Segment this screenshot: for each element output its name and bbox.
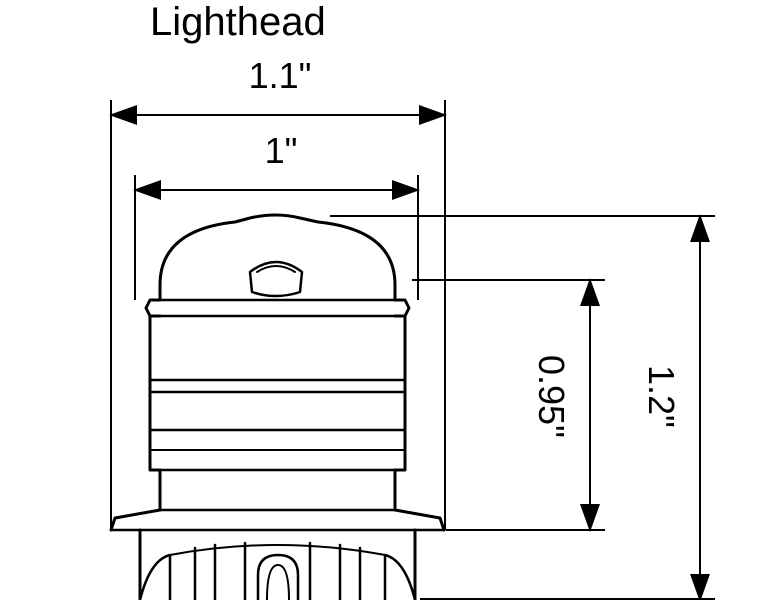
dim-outer-height-label: 1.2" — [640, 365, 682, 428]
dim-inner-width-label: 1" — [256, 130, 306, 172]
dim-inner-height-label: 0.95" — [530, 355, 572, 438]
drawing-title: Lighthead — [150, 0, 326, 45]
lighthead-outline — [111, 215, 444, 600]
dim-outer-width-label: 1.1" — [230, 55, 330, 97]
drawing-canvas: Lighthead 1.1" 1" 0.95" 1.2" — [0, 0, 780, 600]
dimension-lines — [111, 100, 715, 600]
drawing-svg — [0, 0, 780, 600]
